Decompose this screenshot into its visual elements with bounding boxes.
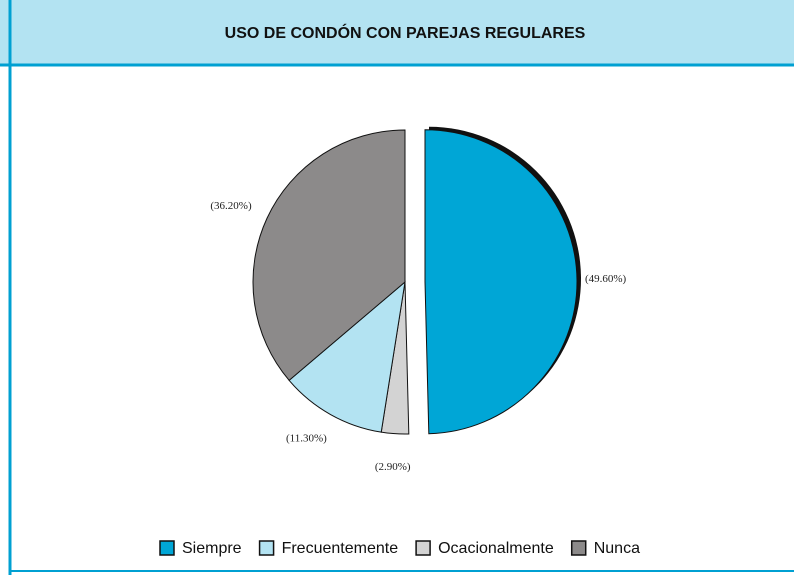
slice [252, 129, 406, 382]
value-label: (36.20%) [210, 200, 252, 212]
value-label: (2.90%) [375, 461, 411, 473]
chart-title: USO DE CONDÓN CON PAREJAS REGULARES [225, 23, 586, 42]
value-label: (11.30%) [286, 432, 327, 444]
legend-swatch [415, 540, 431, 556]
legend-swatch [258, 540, 275, 556]
legend-swatch [570, 540, 587, 556]
value-label: (49.60%) [585, 273, 627, 285]
legend-label: Siempre [182, 540, 242, 557]
pie: (49.60%) (2.90%) (11.30%) (36.20%) [210, 126, 627, 473]
legend-label: Nunca [594, 540, 640, 557]
legend-label: Frecuentemente [282, 540, 399, 557]
slice [288, 280, 406, 433]
legend-label: Ocacionalmente [438, 540, 554, 557]
title-bar [0, 0, 794, 66]
legend: Siempre Frecuentemente Ocacionalmente Nunca [159, 540, 640, 557]
slice [424, 129, 578, 435]
legend-swatch [159, 540, 175, 556]
